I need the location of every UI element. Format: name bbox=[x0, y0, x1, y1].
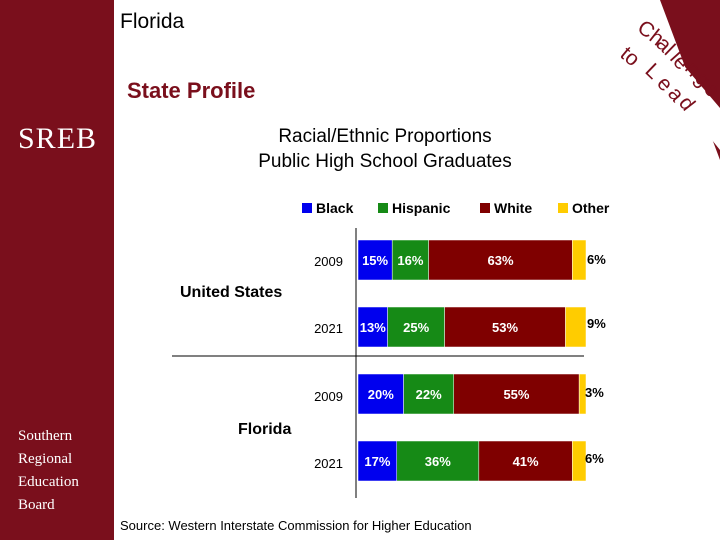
data-label: 6% bbox=[587, 252, 606, 267]
org-line: Southern bbox=[18, 428, 73, 444]
legend-label: Other bbox=[572, 200, 610, 216]
group-label: United States bbox=[180, 284, 282, 301]
legend-swatch bbox=[558, 203, 568, 213]
chart-title: Racial/Ethnic Proportions Public High Sc… bbox=[200, 124, 570, 174]
data-label: 36% bbox=[425, 454, 451, 469]
data-label: 55% bbox=[503, 387, 529, 402]
bar-segment bbox=[572, 440, 587, 482]
data-label: 25% bbox=[403, 320, 429, 335]
organization-name: Southern Regional Education Board bbox=[18, 425, 79, 517]
data-label: 41% bbox=[513, 454, 539, 469]
bar-segment bbox=[357, 306, 388, 348]
org-line: Regional bbox=[18, 451, 73, 467]
chart-title-line: Racial/Ethnic Proportions bbox=[278, 126, 492, 147]
legend-label: Black bbox=[316, 200, 354, 216]
legend-label: White bbox=[494, 200, 532, 216]
sreb-logo: SREB bbox=[18, 122, 98, 155]
bar-segment bbox=[453, 373, 580, 415]
year-label: 2009 bbox=[314, 389, 343, 404]
bar-segment bbox=[357, 440, 398, 482]
data-label: 22% bbox=[416, 387, 442, 402]
bar-segment bbox=[478, 440, 573, 482]
bar-segment bbox=[387, 306, 445, 348]
sidebar: SREB Southern Regional Education Board bbox=[0, 0, 114, 540]
data-label: 17% bbox=[364, 454, 390, 469]
data-label: 53% bbox=[492, 320, 518, 335]
bar-segment bbox=[428, 239, 573, 281]
corner-triangle bbox=[600, 0, 720, 160]
bar-segment bbox=[572, 239, 587, 281]
data-label: 20% bbox=[368, 387, 394, 402]
data-label: 6% bbox=[585, 451, 604, 466]
state-name: Florida bbox=[120, 10, 185, 33]
legend-swatch bbox=[302, 203, 312, 213]
bar-segment bbox=[578, 373, 587, 415]
source-note: Source: Western Interstate Commission fo… bbox=[120, 518, 472, 533]
data-label: 13% bbox=[360, 320, 386, 335]
year-label: 2009 bbox=[314, 254, 343, 269]
data-label: 16% bbox=[397, 253, 423, 268]
bar-segment bbox=[357, 239, 393, 281]
corner-white-band bbox=[600, 0, 720, 150]
bar-segment bbox=[444, 306, 566, 348]
org-line: Board bbox=[18, 497, 55, 513]
bar-segment bbox=[391, 239, 429, 281]
year-label: 2021 bbox=[314, 456, 343, 471]
chart-title-line: Public High School Graduates bbox=[258, 151, 512, 172]
bar-segment bbox=[403, 373, 455, 415]
legend-swatch bbox=[480, 203, 490, 213]
page-subtitle: State Profile bbox=[127, 78, 256, 103]
data-label: 3% bbox=[585, 385, 604, 400]
challenge-to-lead-banner: Ch al le n g e to L e a d bbox=[600, 0, 720, 160]
data-label: 15% bbox=[362, 253, 388, 268]
org-line: Education bbox=[18, 474, 79, 490]
bar-segment bbox=[357, 373, 404, 415]
year-label: 2021 bbox=[314, 321, 343, 336]
data-label: 9% bbox=[587, 316, 606, 331]
bar-segment bbox=[565, 306, 587, 348]
legend-label: Hispanic bbox=[392, 200, 451, 216]
data-label: 63% bbox=[487, 253, 513, 268]
group-label: Florida bbox=[238, 421, 291, 438]
legend-swatch bbox=[378, 203, 388, 213]
bar-segment bbox=[396, 440, 480, 482]
